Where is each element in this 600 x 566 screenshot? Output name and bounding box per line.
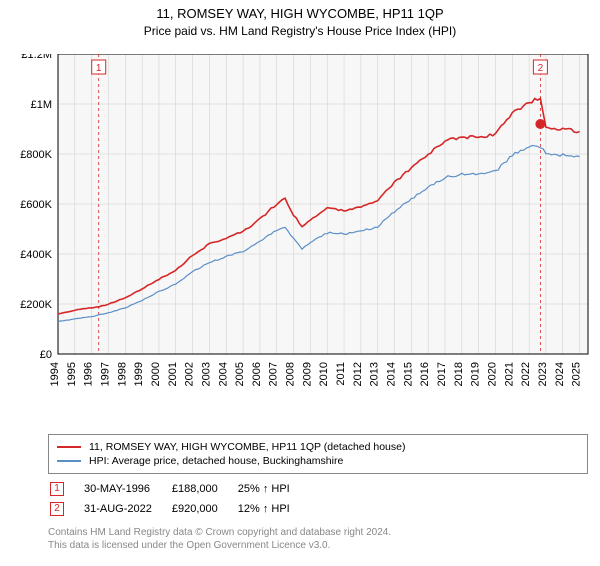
footer-line: Contains HM Land Registry data © Crown c… [48, 526, 391, 539]
svg-text:£200K: £200K [20, 299, 52, 311]
svg-text:2024: 2024 [554, 362, 566, 386]
svg-text:2000: 2000 [150, 362, 162, 386]
marker-date: 31-AUG-2022 [84, 500, 170, 518]
svg-text:1: 1 [96, 63, 102, 74]
svg-text:2003: 2003 [200, 362, 212, 386]
svg-text:2009: 2009 [301, 362, 313, 386]
svg-text:2004: 2004 [217, 362, 229, 386]
svg-text:£1.2M: £1.2M [21, 54, 52, 61]
svg-text:2006: 2006 [251, 362, 263, 386]
marker-badge: 1 [50, 482, 64, 496]
svg-text:1997: 1997 [99, 362, 111, 386]
svg-text:2023: 2023 [537, 362, 549, 386]
svg-text:1998: 1998 [116, 362, 128, 386]
legend-row: HPI: Average price, detached house, Buck… [57, 455, 579, 467]
legend-swatch [57, 446, 81, 448]
legend-label: HPI: Average price, detached house, Buck… [89, 455, 343, 467]
marker-badge: 2 [50, 502, 64, 516]
chart-legend: 11, ROMSEY WAY, HIGH WYCOMBE, HP11 1QP (… [48, 434, 588, 474]
svg-text:£600K: £600K [20, 199, 52, 211]
svg-text:2012: 2012 [352, 362, 364, 386]
svg-text:2002: 2002 [184, 362, 196, 386]
svg-text:2013: 2013 [369, 362, 381, 386]
marker-delta: 25% ↑ HPI [238, 480, 308, 498]
svg-text:2018: 2018 [453, 362, 465, 386]
chart-title-address: 11, ROMSEY WAY, HIGH WYCOMBE, HP11 1QP [0, 6, 600, 21]
footer-line: This data is licensed under the Open Gov… [48, 539, 391, 552]
table-row: 1 30-MAY-1996 £188,000 25% ↑ HPI [50, 480, 308, 498]
svg-text:2008: 2008 [285, 362, 297, 386]
svg-text:2025: 2025 [571, 362, 583, 386]
svg-text:1996: 1996 [83, 362, 95, 386]
svg-text:2: 2 [538, 63, 544, 74]
svg-text:£0: £0 [40, 349, 52, 361]
table-row: 2 31-AUG-2022 £920,000 12% ↑ HPI [50, 500, 308, 518]
svg-text:£800K: £800K [20, 149, 52, 161]
svg-text:2015: 2015 [402, 362, 414, 386]
svg-text:2011: 2011 [335, 362, 347, 386]
svg-text:2022: 2022 [520, 362, 532, 386]
legend-label: 11, ROMSEY WAY, HIGH WYCOMBE, HP11 1QP (… [89, 441, 405, 453]
svg-text:2001: 2001 [167, 362, 179, 386]
svg-text:2014: 2014 [386, 362, 398, 386]
svg-text:2021: 2021 [503, 362, 515, 386]
marker-price: £188,000 [172, 480, 236, 498]
svg-text:2016: 2016 [419, 362, 431, 386]
marker-price: £920,000 [172, 500, 236, 518]
svg-text:2019: 2019 [470, 362, 482, 386]
svg-text:2010: 2010 [318, 362, 330, 386]
chart-area: £0 £200K £400K £600K £800K £1M £1.2M 1994 1995 19… [10, 54, 590, 424]
svg-text:2017: 2017 [436, 362, 448, 386]
legend-swatch [57, 460, 81, 462]
svg-text:£1M: £1M [31, 99, 52, 111]
svg-text:2020: 2020 [486, 362, 498, 386]
markers-table: 1 30-MAY-1996 £188,000 25% ↑ HPI 2 31-AU… [48, 478, 310, 520]
svg-text:1994: 1994 [49, 362, 61, 386]
marker-delta: 12% ↑ HPI [238, 500, 308, 518]
chart-svg: £0 £200K £400K £600K £800K £1M £1.2M 1994 1995 19… [10, 54, 598, 410]
svg-text:£400K: £400K [20, 249, 52, 261]
chart-title-subtitle: Price paid vs. HM Land Registry's House … [0, 24, 600, 38]
marker-date: 30-MAY-1996 [84, 480, 170, 498]
svg-text:2007: 2007 [268, 362, 280, 386]
svg-text:1995: 1995 [66, 362, 78, 386]
legend-row: 11, ROMSEY WAY, HIGH WYCOMBE, HP11 1QP (… [57, 441, 579, 453]
chart-footer: Contains HM Land Registry data © Crown c… [48, 526, 391, 552]
svg-text:2005: 2005 [234, 362, 246, 386]
svg-text:1999: 1999 [133, 362, 145, 386]
